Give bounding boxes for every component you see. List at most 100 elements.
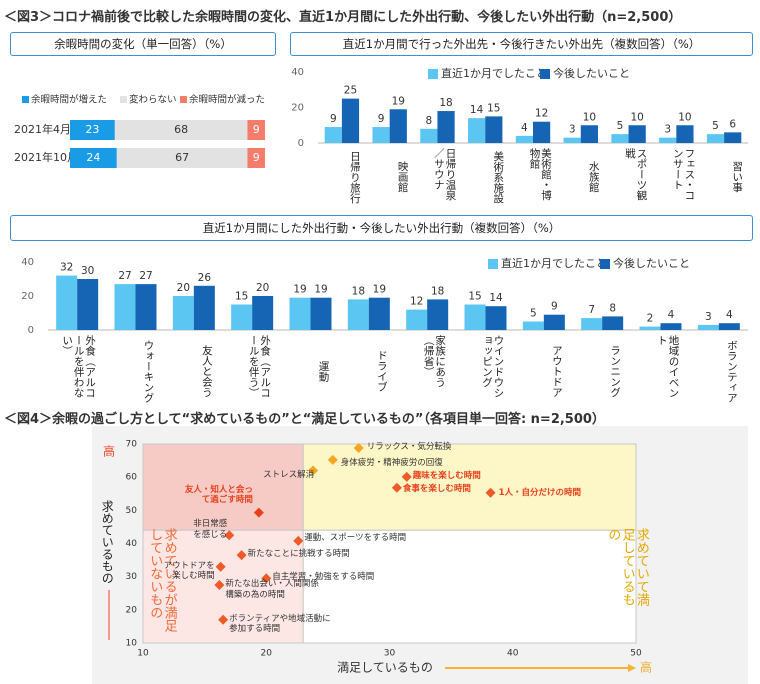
x-tick-label: 映画館 (396, 161, 409, 193)
figure-title: ＜図3＞コロナ禍前後で比較した余暇時間の変化、直近1か月間にした外出行動、今後し… (4, 10, 682, 25)
legend-label: 直近1か月でしたこと (501, 256, 607, 270)
point (253, 507, 264, 518)
value-label: 8 (609, 302, 616, 314)
point-label: リラックス・気分転換 (366, 441, 452, 452)
point (485, 487, 496, 498)
bar (580, 125, 598, 143)
bar (639, 326, 661, 330)
bar (602, 316, 624, 330)
value-label: 18 (352, 285, 365, 297)
bar-segment (247, 120, 265, 140)
bar (231, 304, 253, 330)
x-tick-label: フェス・コンサート (671, 148, 696, 201)
bar-segment (247, 148, 265, 168)
quadrant-label: 求めていて満足しているもの (605, 528, 649, 606)
x-axis-label: 満足しているもの (337, 661, 433, 675)
point-label: 1人・自分だけの時間 (498, 487, 581, 498)
value-label: 20 (256, 282, 269, 294)
bar (389, 109, 407, 143)
y-tick-label: 40 (21, 257, 34, 268)
x-tick-label: 美術館・博物館 (528, 148, 552, 201)
legend-swatch (600, 259, 610, 269)
value-label: 9 (253, 123, 260, 136)
x-tick-label: 日帰り旅行 (348, 150, 361, 204)
x-tick-label: ランニング (609, 344, 622, 398)
bar (289, 297, 311, 330)
y-axis-label: 求めているもの (100, 500, 115, 584)
value-label: 4 (726, 309, 733, 321)
bar (252, 296, 274, 330)
point (224, 530, 235, 541)
bar (485, 306, 507, 330)
x-tick-label: 20 (261, 649, 273, 659)
value-label: 15 (468, 291, 481, 303)
bar (581, 318, 603, 330)
bar (676, 125, 694, 143)
x-tick-label: 美術系施設 (492, 150, 505, 204)
value-label: 5 (712, 120, 719, 132)
y-tick-label: 30 (126, 572, 138, 582)
x-tick-label: 運動 (317, 360, 330, 382)
y-tick-label: 10 (126, 639, 138, 649)
value-label: 18 (431, 285, 444, 297)
legend-label: 余暇時間が増えた (31, 94, 107, 106)
x-tick-label: 地域のイベント (655, 335, 680, 398)
value-label: 9 (551, 301, 558, 313)
bar (522, 321, 544, 330)
legend-swatch (428, 69, 438, 79)
value-label: 9 (330, 113, 337, 125)
value-label: 6 (729, 118, 736, 130)
x-tick-label: 30 (384, 649, 396, 659)
bar (697, 324, 719, 330)
legend-label: 変わらない (129, 94, 177, 106)
y-tick-label: 0 (298, 138, 304, 149)
x-tick-label: 外食（アルコールを伴う） (247, 335, 272, 398)
point-label: 運動、スポーツをする時間 (304, 532, 407, 543)
x-tick-label: ウォーキング (142, 339, 155, 403)
y-tick-label: 40 (126, 539, 138, 549)
point (218, 614, 229, 625)
bar (427, 299, 449, 330)
value-label: 18 (439, 97, 452, 109)
bar (485, 116, 503, 143)
bar (406, 309, 428, 330)
bar (347, 299, 369, 330)
point-label: 新たな出会い・人間関係構築の為の時間 (225, 578, 319, 600)
value-label: 14 (470, 104, 484, 116)
bar (515, 135, 533, 143)
point (236, 550, 247, 561)
panel-title: 直近1か月間で行った外出先・今後行きたい外出先（複数回答）（%） (290, 32, 753, 56)
point-label: ボランティアや地域活動に参加する時間 (229, 613, 331, 635)
point-label: 自主学習・勉強をする時間 (272, 572, 375, 583)
bar (724, 132, 742, 143)
value-label: 24 (86, 151, 100, 164)
y-tick-label: 2021年10月 (14, 150, 78, 164)
x-tick-label: 水族館 (587, 161, 600, 193)
value-label: 5 (617, 120, 624, 132)
panel-title: 直近1か月間にした外出行動・今後したい外出行動（複数回答）（%） (10, 215, 753, 241)
bar (372, 127, 390, 143)
legend-swatch (22, 96, 29, 103)
bar (77, 279, 99, 330)
value-label: 30 (81, 265, 94, 277)
bar (706, 134, 725, 143)
bar (468, 118, 486, 143)
y-tick-label: 0 (28, 325, 34, 336)
x-arrow-head (628, 664, 636, 672)
x-tick-label: 日帰り温泉／サウナ (432, 148, 457, 201)
value-label: 23 (85, 123, 99, 136)
bar (660, 323, 682, 330)
x-tick-label: 外食（アルコールを伴わない） (61, 335, 97, 398)
bar-segment (70, 120, 115, 140)
y-tick-label: 50 (126, 506, 138, 516)
point (261, 573, 272, 584)
value-label: 19 (373, 284, 386, 296)
value-label: 25 (344, 85, 357, 97)
y-tick-label: 20 (291, 103, 304, 114)
point-label: 新たなことに挑戦する時間 (247, 549, 350, 560)
value-label: 3 (569, 124, 576, 136)
bar (172, 296, 194, 330)
point (293, 535, 304, 546)
x-tick-label: 習い事 (731, 161, 744, 193)
value-label: 9 (378, 113, 385, 125)
